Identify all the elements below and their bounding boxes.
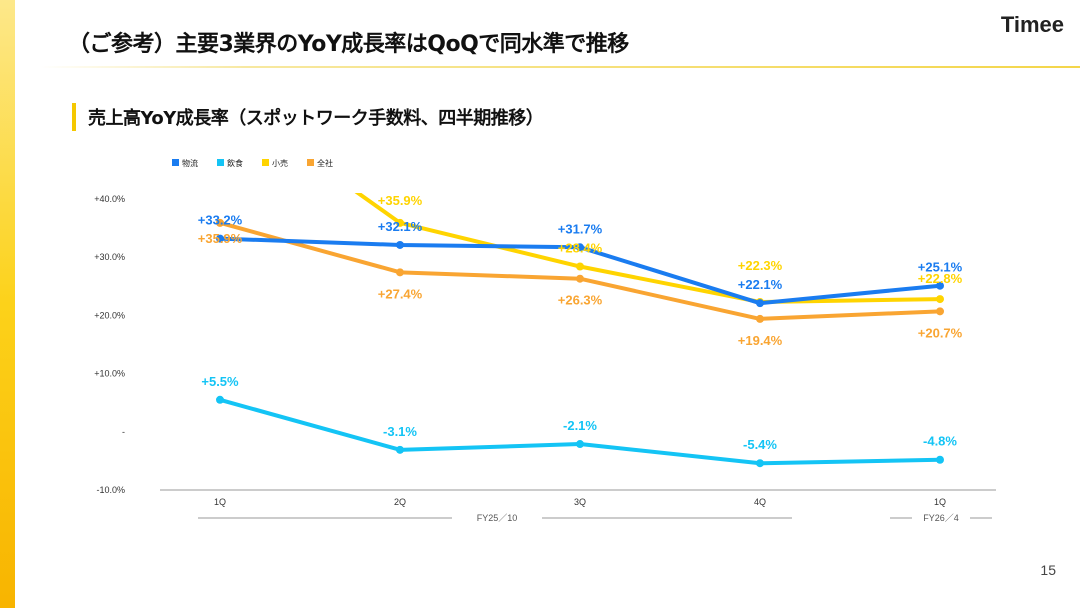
- data-point: [936, 295, 944, 304]
- legend-label: 小売: [272, 158, 288, 168]
- legend-swatch: [307, 159, 314, 166]
- group-label: FY25／10: [477, 513, 518, 523]
- data-label: +27.4%: [378, 286, 423, 301]
- legend-label: 物流: [182, 158, 198, 168]
- data-point: [756, 314, 764, 323]
- legend-swatch: [217, 159, 224, 166]
- data-point: [936, 281, 944, 290]
- data-label: -5.4%: [743, 437, 777, 452]
- subtitle-accent: [72, 103, 76, 131]
- data-point: [576, 262, 584, 271]
- data-point: [936, 307, 944, 316]
- data-point: [576, 274, 584, 283]
- data-point: [396, 268, 404, 277]
- x-tick-label: 2Q: [394, 497, 406, 507]
- data-label: +5.5%: [201, 374, 239, 389]
- data-label: +33.2%: [198, 213, 243, 228]
- y-tick-label: +30.0%: [94, 252, 125, 262]
- data-point: [396, 445, 404, 454]
- data-point: [396, 240, 404, 249]
- data-label: +32.1%: [378, 219, 423, 234]
- x-tick-label: 1Q: [934, 497, 946, 507]
- data-label: -2.1%: [563, 418, 597, 433]
- data-point: [576, 243, 584, 252]
- data-label: +31.7%: [558, 221, 603, 236]
- data-point: [216, 218, 224, 227]
- data-label: +28.4%: [558, 241, 603, 256]
- data-label: +25.1%: [918, 260, 963, 275]
- left-accent-bar: [0, 0, 15, 608]
- legend-label: 全社: [317, 158, 333, 168]
- data-label: +22.3%: [738, 258, 783, 273]
- data-label: +20.7%: [918, 325, 963, 340]
- data-point: [576, 440, 584, 449]
- chart-subtitle: 売上高YoY成長率（スポットワーク手数料、四半期推移）: [88, 108, 544, 129]
- y-tick-label: -10.0%: [96, 485, 125, 495]
- legend-swatch: [172, 159, 179, 166]
- data-point: [756, 299, 764, 308]
- timee-logo: Timee: [1000, 12, 1064, 37]
- x-tick-label: 1Q: [214, 497, 226, 507]
- data-label: +26.3%: [558, 293, 603, 308]
- legend-swatch: [262, 159, 269, 166]
- x-tick-label: 4Q: [754, 497, 766, 507]
- x-tick-label: 3Q: [574, 497, 586, 507]
- y-tick-label: +10.0%: [94, 369, 125, 379]
- page-number: 15: [1040, 562, 1056, 578]
- y-tick-label: -: [122, 427, 125, 437]
- page-title: （ご参考）主要3業界のYoY成長率はQoQで同水準で推移: [68, 32, 629, 57]
- data-label: +35.9%: [378, 193, 423, 208]
- data-point: [216, 234, 224, 243]
- data-label: +35.9%: [198, 231, 243, 246]
- data-label: -4.8%: [923, 434, 957, 449]
- data-label: +19.4%: [738, 333, 783, 348]
- data-label: +22.1%: [738, 277, 783, 292]
- group-label: FY26／4: [923, 513, 959, 523]
- data-point: [396, 218, 404, 227]
- title-divider: [40, 66, 1080, 68]
- data-label: -3.1%: [383, 424, 417, 439]
- data-label: +22.8%: [918, 271, 963, 286]
- data-point: [936, 455, 944, 464]
- data-point: [216, 395, 224, 404]
- y-tick-label: +20.0%: [94, 310, 125, 320]
- data-point: [756, 459, 764, 468]
- legend-label: 飲食: [227, 158, 243, 168]
- y-tick-label: +40.0%: [94, 194, 125, 204]
